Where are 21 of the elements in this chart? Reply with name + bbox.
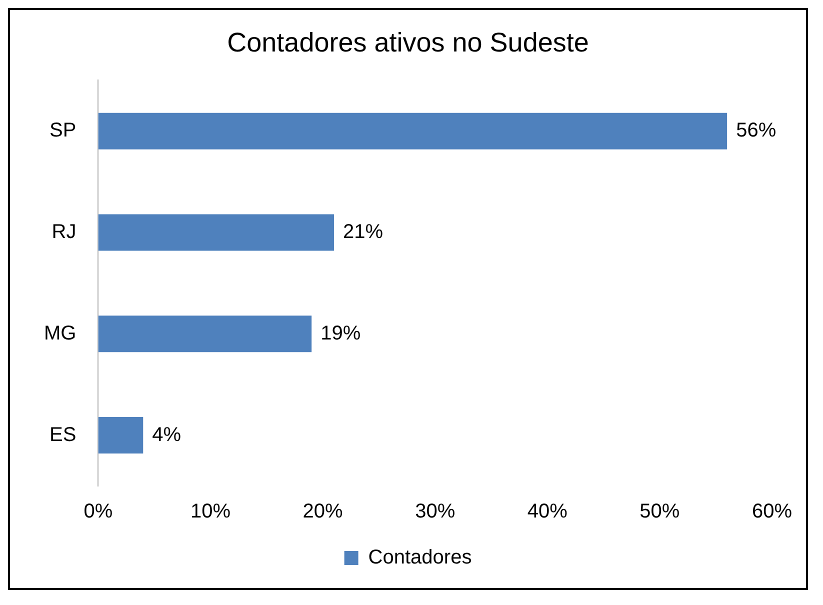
legend-label: Contadores [368, 546, 472, 569]
x-tick-label: 60% [752, 500, 792, 523]
data-label: 56% [736, 120, 776, 142]
x-tick-label: 40% [527, 500, 568, 523]
x-tick-label: 0% [84, 500, 113, 523]
x-tick-label: 10% [190, 500, 231, 523]
x-tick-label: 30% [415, 500, 456, 523]
x-tick-label: 50% [640, 500, 680, 523]
data-label: 19% [320, 322, 361, 344]
bar [98, 214, 334, 251]
data-label: 4% [152, 424, 182, 446]
y-tick-label: ES [50, 424, 76, 446]
data-label: 21% [343, 221, 384, 244]
bar [98, 316, 312, 352]
bar [98, 417, 144, 454]
y-tick-label: RJ [52, 221, 76, 244]
x-tick-label: 20% [302, 500, 344, 523]
chart-title: Contadores ativos no Sudeste [227, 28, 589, 58]
y-tick-label: MG [44, 322, 76, 344]
bar [98, 112, 728, 150]
y-tick-label: SP [50, 120, 76, 142]
